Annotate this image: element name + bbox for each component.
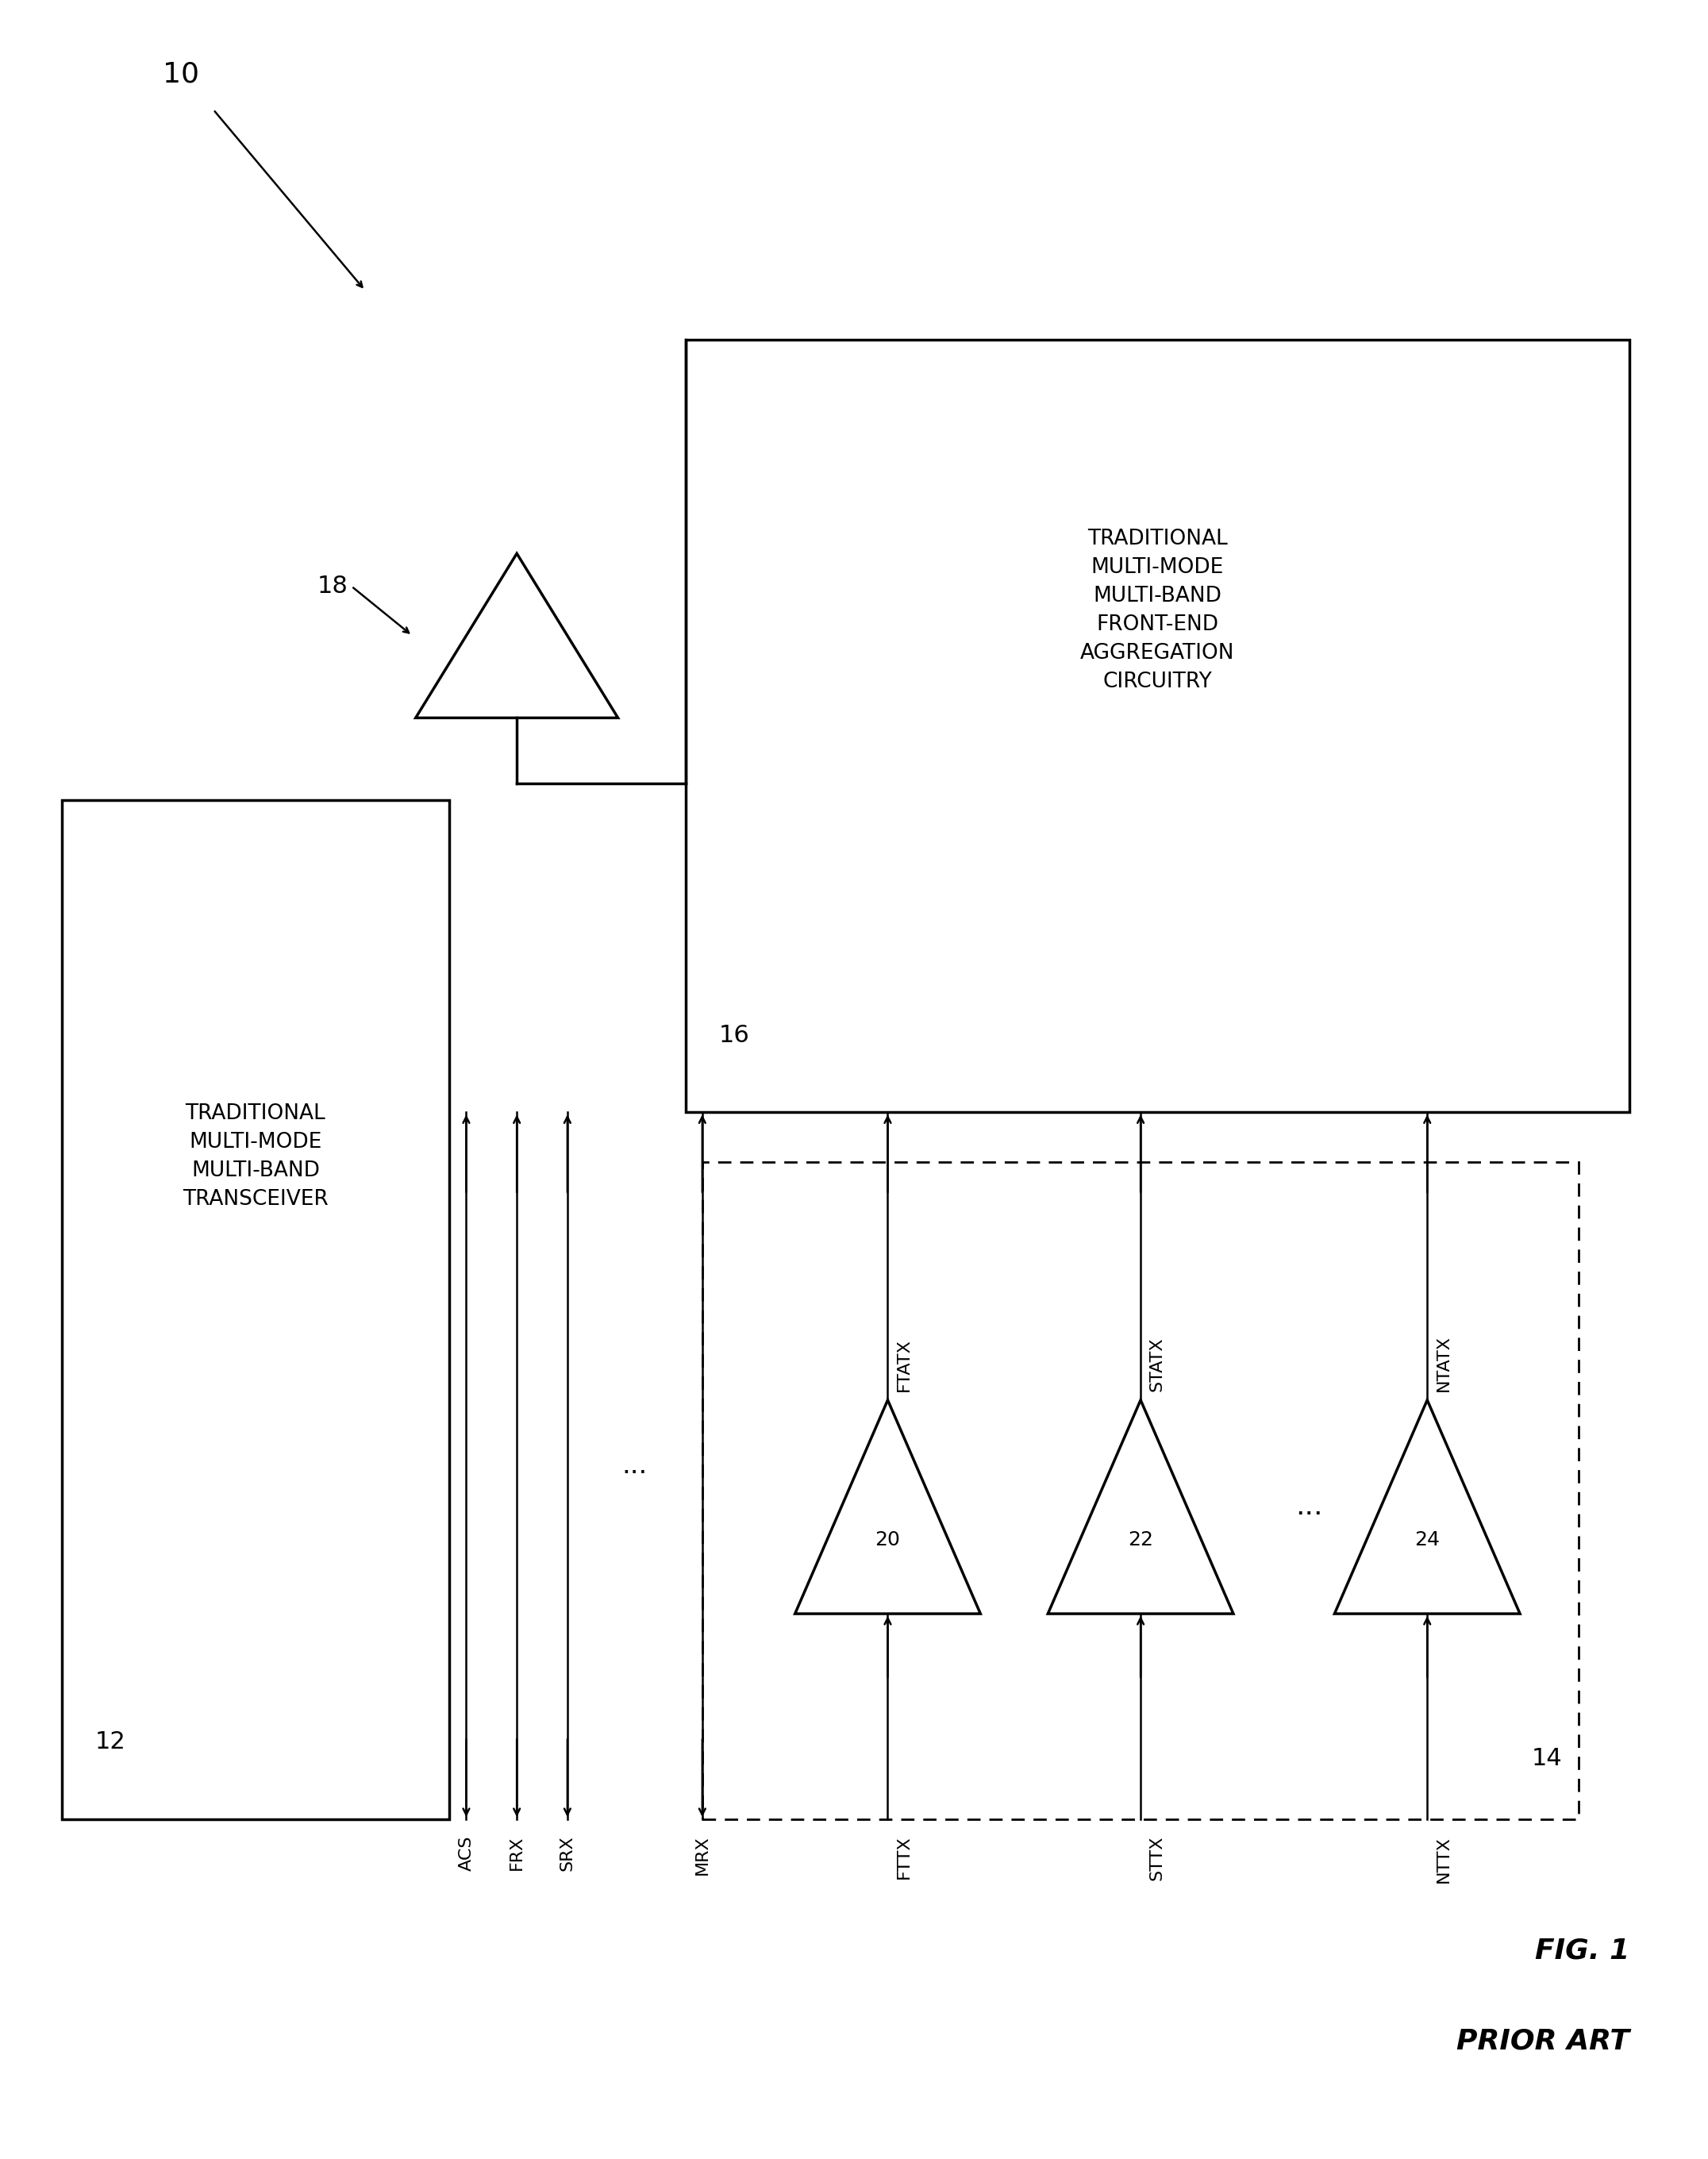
Text: TRADITIONAL
MULTI-MODE
MULTI-BAND
TRANSCEIVER: TRADITIONAL MULTI-MODE MULTI-BAND TRANSC… — [183, 1103, 328, 1209]
Text: 20: 20 — [874, 1531, 900, 1550]
Text: FTATX: FTATX — [897, 1339, 912, 1393]
Text: NTATX: NTATX — [1436, 1336, 1452, 1393]
Text: 24: 24 — [1414, 1531, 1440, 1550]
FancyBboxPatch shape — [685, 339, 1629, 1112]
Text: FRX: FRX — [509, 1835, 524, 1870]
Text: 22: 22 — [1127, 1531, 1153, 1550]
Text: 16: 16 — [719, 1023, 750, 1047]
Text: STTX: STTX — [1149, 1835, 1165, 1880]
Text: ...: ... — [1295, 1494, 1324, 1520]
Text: MRX: MRX — [695, 1835, 711, 1876]
FancyBboxPatch shape — [61, 801, 449, 1820]
Text: SRX: SRX — [560, 1835, 576, 1872]
Text: 10: 10 — [162, 60, 200, 86]
Text: 18: 18 — [318, 574, 348, 598]
Text: TRADITIONAL
MULTI-MODE
MULTI-BAND
FRONT-END
AGGREGATION
CIRCUITRY: TRADITIONAL MULTI-MODE MULTI-BAND FRONT-… — [1079, 529, 1235, 691]
Text: ...: ... — [622, 1453, 647, 1479]
Text: PRIOR ART: PRIOR ART — [1457, 2027, 1629, 2055]
Text: 12: 12 — [96, 1732, 126, 1753]
Text: 14: 14 — [1532, 1747, 1563, 1770]
Text: ACS: ACS — [458, 1835, 475, 1872]
Text: FIG. 1: FIG. 1 — [1535, 1937, 1629, 1965]
Text: NTTX: NTTX — [1436, 1835, 1452, 1883]
Text: STATX: STATX — [1149, 1336, 1165, 1393]
Text: FTTX: FTTX — [897, 1835, 912, 1878]
